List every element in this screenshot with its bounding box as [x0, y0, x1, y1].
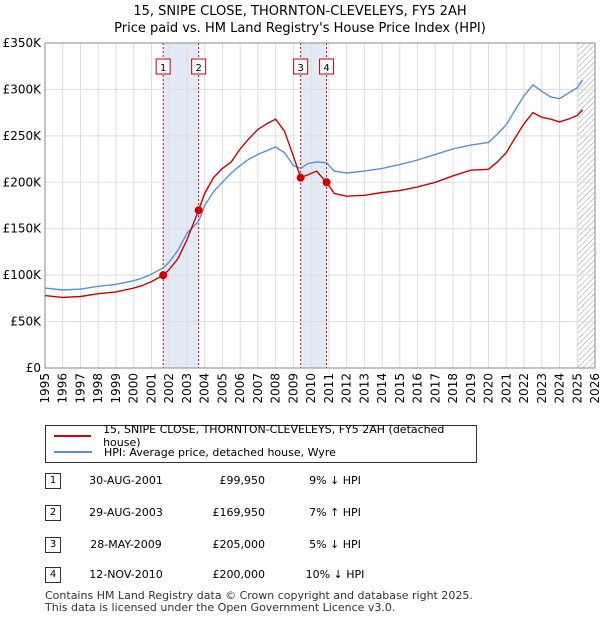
- sale-point-1: [159, 271, 168, 280]
- x-tick-label: 2007: [251, 373, 265, 404]
- x-tick-label: 2016: [411, 373, 425, 404]
- y-tick-label: £0: [26, 361, 41, 375]
- x-tick-label: 2024: [553, 373, 567, 404]
- y-tick-label: £350K: [3, 36, 43, 50]
- marker-label-4: 4: [323, 63, 329, 74]
- x-tick-label: 2022: [517, 373, 531, 404]
- tx-badge: 1: [45, 473, 61, 489]
- chart-title: 15, SNIPE CLOSE, THORNTON-CLEVELEYS, FY5…: [133, 4, 467, 19]
- marker-box-4: [319, 58, 335, 75]
- x-tick-label: 2000: [127, 373, 141, 404]
- y-tick-label: £250K: [3, 129, 43, 143]
- tx-change: 9% ↓ HPI: [309, 474, 361, 487]
- legend: 15, SNIPE CLOSE, THORNTON-CLEVELEYS, FY5…: [45, 423, 477, 463]
- table-row: 2 29-AUG-2003 £169,950 7% ↑ HPI: [45, 504, 445, 522]
- legend-label-property: 15, SNIPE CLOSE, THORNTON-CLEVELEYS, FY5…: [103, 423, 445, 449]
- legend-swatch-hpi: [54, 451, 92, 453]
- marker-label-2: 2: [195, 63, 201, 74]
- footer-licence: This data is licensed under the Open Gov…: [45, 601, 396, 614]
- x-tick-label: 2023: [535, 373, 549, 404]
- shaded-period: [163, 43, 199, 368]
- tx-change: 7% ↑ HPI: [309, 506, 361, 519]
- x-tick-label: 2004: [198, 373, 212, 404]
- tx-change: 5% ↓ HPI: [309, 538, 361, 551]
- y-tick-label: £150K: [3, 222, 43, 236]
- tx-date: 29-AUG-2003: [89, 506, 163, 519]
- x-tick-label: 2020: [482, 373, 496, 404]
- forecast-hatch: [577, 43, 595, 368]
- footer: Contains HM Land Registry data © Crown c…: [45, 590, 473, 614]
- price-chart: 1 2 3 4 £0 £50K £100K £150K £200K £250K £300K £350…: [3, 36, 600, 404]
- tx-price: £200,000: [212, 568, 266, 581]
- x-tick-label: 1997: [73, 373, 87, 404]
- legend-item-property: 15, SNIPE CLOSE, THORNTON-CLEVELEYS, FY5…: [54, 423, 476, 449]
- tx-date: 12-NOV-2010: [89, 568, 163, 581]
- sale-point-3: [296, 173, 305, 182]
- marker-box-1: [155, 58, 171, 75]
- chart-subtitle: Price paid vs. HM Land Registry's House …: [114, 21, 486, 36]
- tx-date: 28-MAY-2009: [90, 538, 162, 551]
- x-tick-label: 2011: [322, 373, 336, 404]
- plot-frame: [44, 42, 596, 369]
- marker-box-2: [191, 58, 207, 75]
- chart-title-block: 15, SNIPE CLOSE, THORNTON-CLEVELEYS, FY5…: [0, 3, 600, 37]
- x-tick-label: 2005: [215, 373, 229, 404]
- table-row: 3 28-MAY-2009 £205,000 5% ↓ HPI: [45, 536, 445, 554]
- tx-price: £99,950: [219, 474, 266, 487]
- x-tick-label: 2018: [446, 373, 460, 404]
- x-tick-label: 2008: [269, 373, 283, 404]
- tx-price: £169,950: [212, 506, 266, 519]
- series-line-hpi: [44, 79, 584, 291]
- x-tick-label: 2026: [588, 373, 600, 404]
- marker-label-3: 3: [297, 63, 303, 74]
- x-tick-label: 1995: [38, 373, 52, 404]
- x-tick-label: 2009: [286, 373, 300, 404]
- x-tick-label: 2012: [340, 373, 354, 404]
- tx-change: 10% ↓ HPI: [305, 568, 365, 581]
- x-tick-label: 2006: [233, 373, 247, 404]
- x-tick-label: 2019: [464, 373, 478, 404]
- legend-swatch-property: [54, 435, 92, 437]
- x-tick-label: 2002: [162, 373, 176, 404]
- x-tick-label: 2013: [357, 373, 371, 404]
- sale-point-4: [322, 178, 331, 187]
- x-tick-label: 2001: [144, 373, 158, 404]
- x-tick-label: 2003: [180, 373, 194, 404]
- marker-label-1: 1: [160, 63, 166, 74]
- sale-point-2: [194, 206, 203, 215]
- footer-copyright: Contains HM Land Registry data © Crown c…: [45, 589, 473, 602]
- legend-label-hpi: HPI: Average price, detached house, Wyre: [104, 445, 336, 459]
- x-tick-label: 1996: [56, 373, 70, 404]
- x-tick-label: 2021: [499, 373, 513, 404]
- x-tick-label: 1998: [91, 373, 105, 404]
- legend-item-hpi: HPI: Average price, detached house, Wyre: [54, 444, 336, 460]
- x-tick-label: 2010: [304, 373, 318, 404]
- x-tick-label: 2025: [570, 373, 584, 404]
- marker-box-3: [293, 58, 309, 75]
- table-row: 1 30-AUG-2001 £99,950 9% ↓ HPI: [45, 472, 445, 490]
- y-tick-label: £200K: [3, 175, 43, 189]
- x-tick-label: 2015: [393, 373, 407, 404]
- shaded-period: [300, 43, 327, 368]
- tx-date: 30-AUG-2001: [89, 474, 163, 487]
- tx-price: £205,000: [212, 538, 266, 551]
- y-tick-label: £100K: [3, 268, 43, 282]
- x-tick-label: 1999: [109, 373, 123, 404]
- y-tick-label: £300K: [3, 82, 43, 96]
- x-tick-label: 2014: [375, 373, 389, 404]
- tx-badge: 4: [45, 567, 61, 583]
- tx-badge: 3: [45, 537, 61, 553]
- tx-badge: 2: [45, 505, 61, 521]
- x-tick-label: 2017: [428, 373, 442, 404]
- table-row: 4 12-NOV-2010 £200,000 10% ↓ HPI: [45, 566, 445, 584]
- y-tick-label: £50K: [10, 315, 42, 329]
